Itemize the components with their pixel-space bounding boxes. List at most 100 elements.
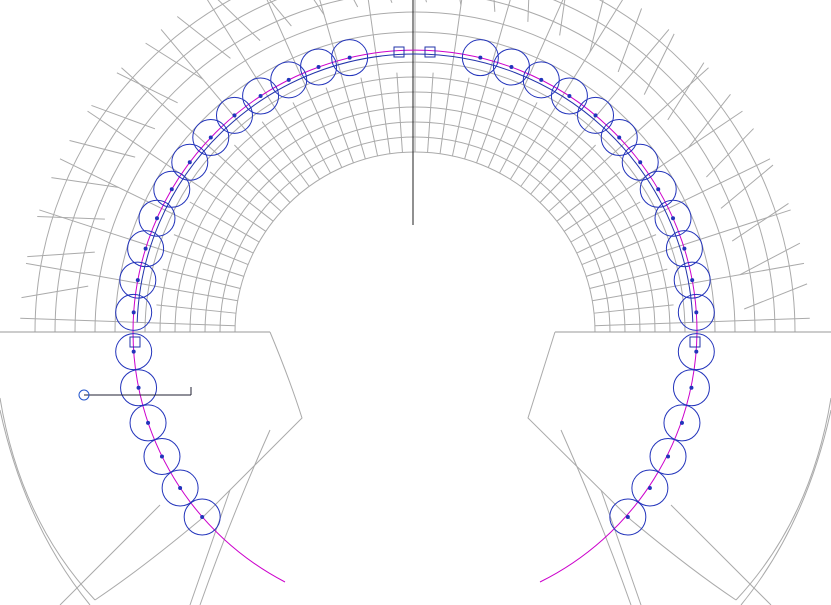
grid-panel xyxy=(69,140,136,158)
bogie-circle xyxy=(115,333,153,371)
grid-radial xyxy=(121,67,282,212)
bogie-circle xyxy=(677,293,715,331)
bogie-circle xyxy=(115,293,153,331)
grid-arc xyxy=(34,0,796,333)
bogie-node xyxy=(539,77,544,82)
grid-radial xyxy=(160,29,300,195)
grid-radial xyxy=(476,87,505,164)
bogie-node xyxy=(694,310,699,315)
grid-radial xyxy=(499,102,538,174)
bogie-circle xyxy=(119,261,157,299)
bogie-circle xyxy=(522,61,560,99)
grid-radial xyxy=(189,201,260,243)
bogie-circle xyxy=(673,261,711,299)
bogie-node xyxy=(178,486,183,491)
bogie-circle xyxy=(663,404,701,442)
grid-radial xyxy=(162,268,241,289)
grid-panel xyxy=(269,0,292,27)
grid-radial xyxy=(25,262,238,302)
grid-radial xyxy=(594,317,810,327)
bogie-node xyxy=(131,310,136,315)
grid-radial xyxy=(396,72,403,153)
bogie-circle xyxy=(143,438,181,476)
fan-edge xyxy=(735,397,831,601)
fan-edge xyxy=(0,397,96,601)
fan-edge xyxy=(740,409,831,605)
bogie-circle xyxy=(215,96,253,134)
bogie-circle xyxy=(631,469,669,507)
track-curve xyxy=(132,49,698,583)
bogie-circle xyxy=(192,119,230,157)
grid-arc xyxy=(234,151,596,333)
grid-panel xyxy=(720,164,774,209)
grid-radial xyxy=(206,0,321,180)
grid-panel xyxy=(91,104,156,130)
bogie-circle xyxy=(161,469,199,507)
grid-panel xyxy=(559,0,566,36)
grid-radial xyxy=(292,102,331,174)
bogie-node xyxy=(656,187,661,192)
lower-fan-right xyxy=(527,331,831,605)
grid-radial xyxy=(39,209,244,277)
seating-grid xyxy=(20,0,810,333)
grid-radial xyxy=(581,234,657,266)
bogie-node xyxy=(169,187,174,192)
bogie-circle xyxy=(120,369,158,407)
grid-panel xyxy=(706,128,754,178)
track-joint xyxy=(129,336,141,348)
track-rail xyxy=(136,53,694,323)
grid-panel xyxy=(739,242,801,276)
grid-radial xyxy=(319,0,366,160)
ucs-icon xyxy=(78,387,192,401)
grid-panel xyxy=(217,0,261,41)
grid-radial xyxy=(427,72,434,153)
fan-edge xyxy=(560,429,772,605)
bogie-circle xyxy=(677,333,715,371)
bogie-node xyxy=(689,385,694,390)
grid-radial xyxy=(530,29,670,195)
bogie-circle xyxy=(639,170,677,208)
grid-radial xyxy=(487,0,564,168)
bogie-node xyxy=(159,454,164,459)
grid-radial xyxy=(367,0,391,154)
grid-panel xyxy=(37,216,105,220)
bogie-node xyxy=(593,113,598,118)
grid-panel xyxy=(51,177,119,188)
bogie-circle xyxy=(461,39,499,77)
grid-panel xyxy=(390,0,393,3)
grid-panel xyxy=(731,202,789,242)
bogie-circle xyxy=(609,498,647,536)
grid-radial xyxy=(325,87,354,164)
bogie-node xyxy=(694,349,699,354)
bogie-node xyxy=(200,515,205,520)
grid-radial xyxy=(586,209,791,277)
bogie-node xyxy=(146,420,151,425)
fan-edge xyxy=(0,409,91,605)
grid-radial xyxy=(439,0,463,154)
grid-radial xyxy=(464,0,511,160)
bogie-circle xyxy=(492,48,530,86)
fan-edge xyxy=(59,429,271,605)
ucs-origin xyxy=(78,389,90,401)
grid-panel xyxy=(27,251,95,258)
bogie-node xyxy=(638,160,643,165)
grid-radial xyxy=(556,171,621,222)
fan-edge xyxy=(94,331,303,601)
bogie-circle xyxy=(577,96,615,134)
grid-panel xyxy=(313,0,325,16)
grid-radial xyxy=(20,317,236,327)
bogie-circle xyxy=(242,77,280,115)
bogie-circle xyxy=(649,438,687,476)
track xyxy=(115,39,715,583)
grid-radial xyxy=(156,304,237,314)
grid-panel xyxy=(145,42,204,80)
grid-radial xyxy=(261,121,310,187)
track-joint xyxy=(424,46,436,58)
grid-arc xyxy=(54,0,776,333)
lower-fan-left xyxy=(0,331,303,605)
bogie-node xyxy=(682,246,687,251)
grid-radial xyxy=(173,234,249,266)
bogie-node xyxy=(478,55,483,60)
bogie-node xyxy=(347,55,352,60)
